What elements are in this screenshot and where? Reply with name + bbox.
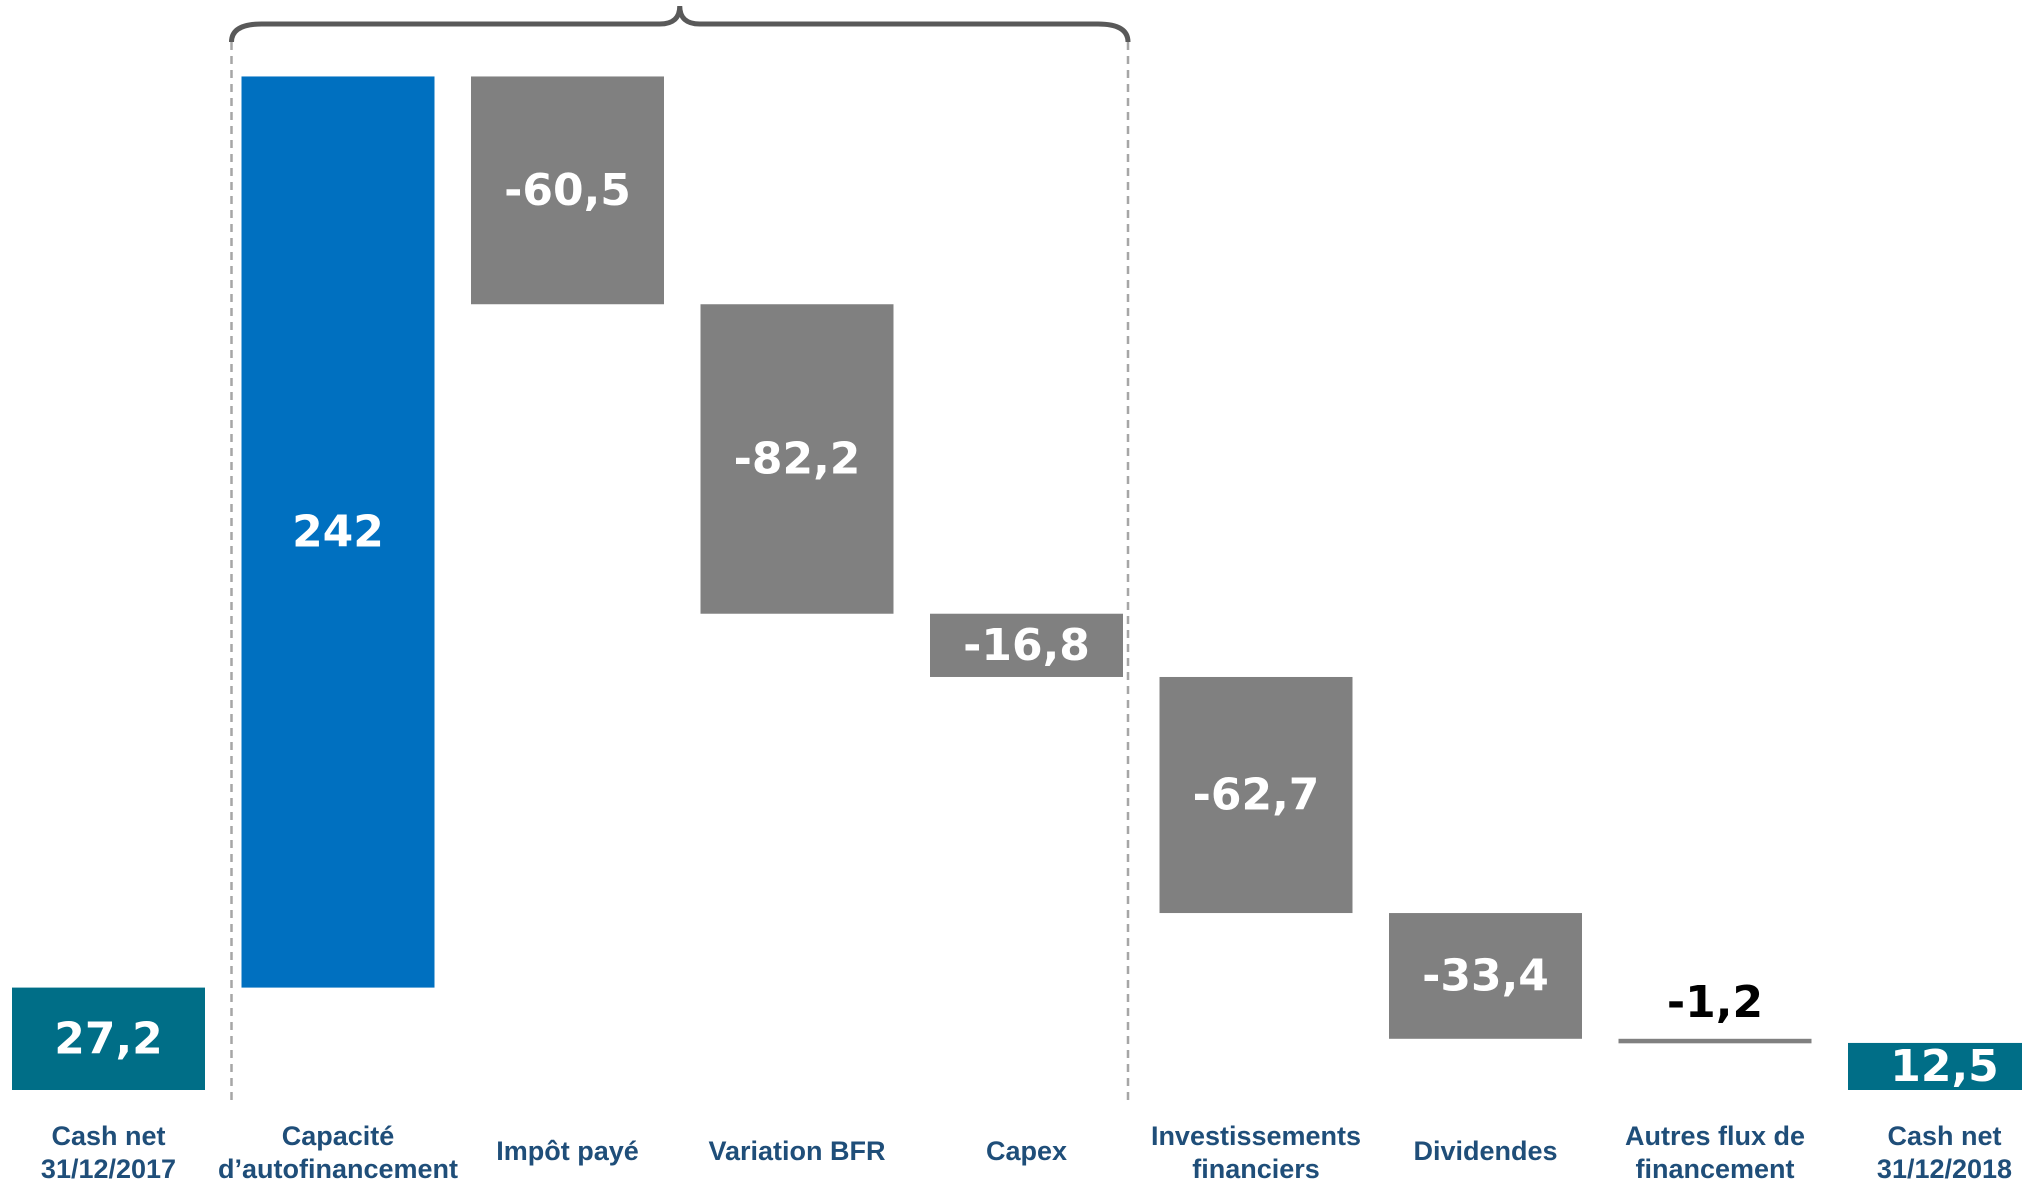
category-label-5: Investissements financiers bbox=[1151, 1121, 1361, 1184]
bar-value-label-3: -82,2 bbox=[734, 433, 861, 484]
bar-value-label-5: -62,7 bbox=[1193, 770, 1320, 821]
bar-5 bbox=[1159, 676, 1353, 914]
bar-7 bbox=[1618, 1038, 1812, 1044]
bar-value-label-6: -33,4 bbox=[1422, 950, 1549, 1001]
bar-1 bbox=[241, 76, 435, 988]
bar-6 bbox=[1389, 913, 1582, 1039]
bar-0 bbox=[12, 987, 205, 1090]
category-label-0: Cash net 31/12/2017 bbox=[41, 1121, 176, 1184]
bar-value-label-4: -16,8 bbox=[963, 620, 1090, 671]
bar-value-label-1: 242 bbox=[292, 507, 384, 558]
category-label-2: Impôt payé bbox=[496, 1136, 639, 1166]
category-labels-group: Cash net 31/12/2017 Capacité d’autofinancem… bbox=[41, 1121, 2012, 1184]
bar-8 bbox=[1848, 1042, 2022, 1090]
category-label-1: Capacité d’autofinancement bbox=[218, 1121, 458, 1184]
bar-2 bbox=[471, 76, 664, 305]
category-label-4: Capex bbox=[986, 1136, 1067, 1166]
bar-3 bbox=[700, 304, 894, 614]
bracket-group bbox=[229, 5, 1131, 1100]
category-label-7: Autres flux de financement bbox=[1625, 1121, 1805, 1184]
bar-4 bbox=[930, 613, 1123, 677]
bar-value-label-8: 12,5 bbox=[1890, 1041, 1999, 1092]
bars-group: 27,2 242 -60,5 -82,2 -16,8 -62,7 -33,4 -1,2 12,5 bbox=[12, 76, 2022, 1092]
category-label-3: Variation BFR bbox=[708, 1136, 885, 1166]
bar-value-label-7: -1,2 bbox=[1667, 977, 1763, 1028]
curly-bracket bbox=[229, 5, 1131, 43]
bar-value-label-0: 27,2 bbox=[54, 1013, 163, 1064]
bar-value-label-2: -60,5 bbox=[504, 165, 631, 216]
category-label-8: Cash net 31/12/2018 bbox=[1877, 1121, 2012, 1184]
category-label-6: Dividendes bbox=[1413, 1136, 1557, 1166]
